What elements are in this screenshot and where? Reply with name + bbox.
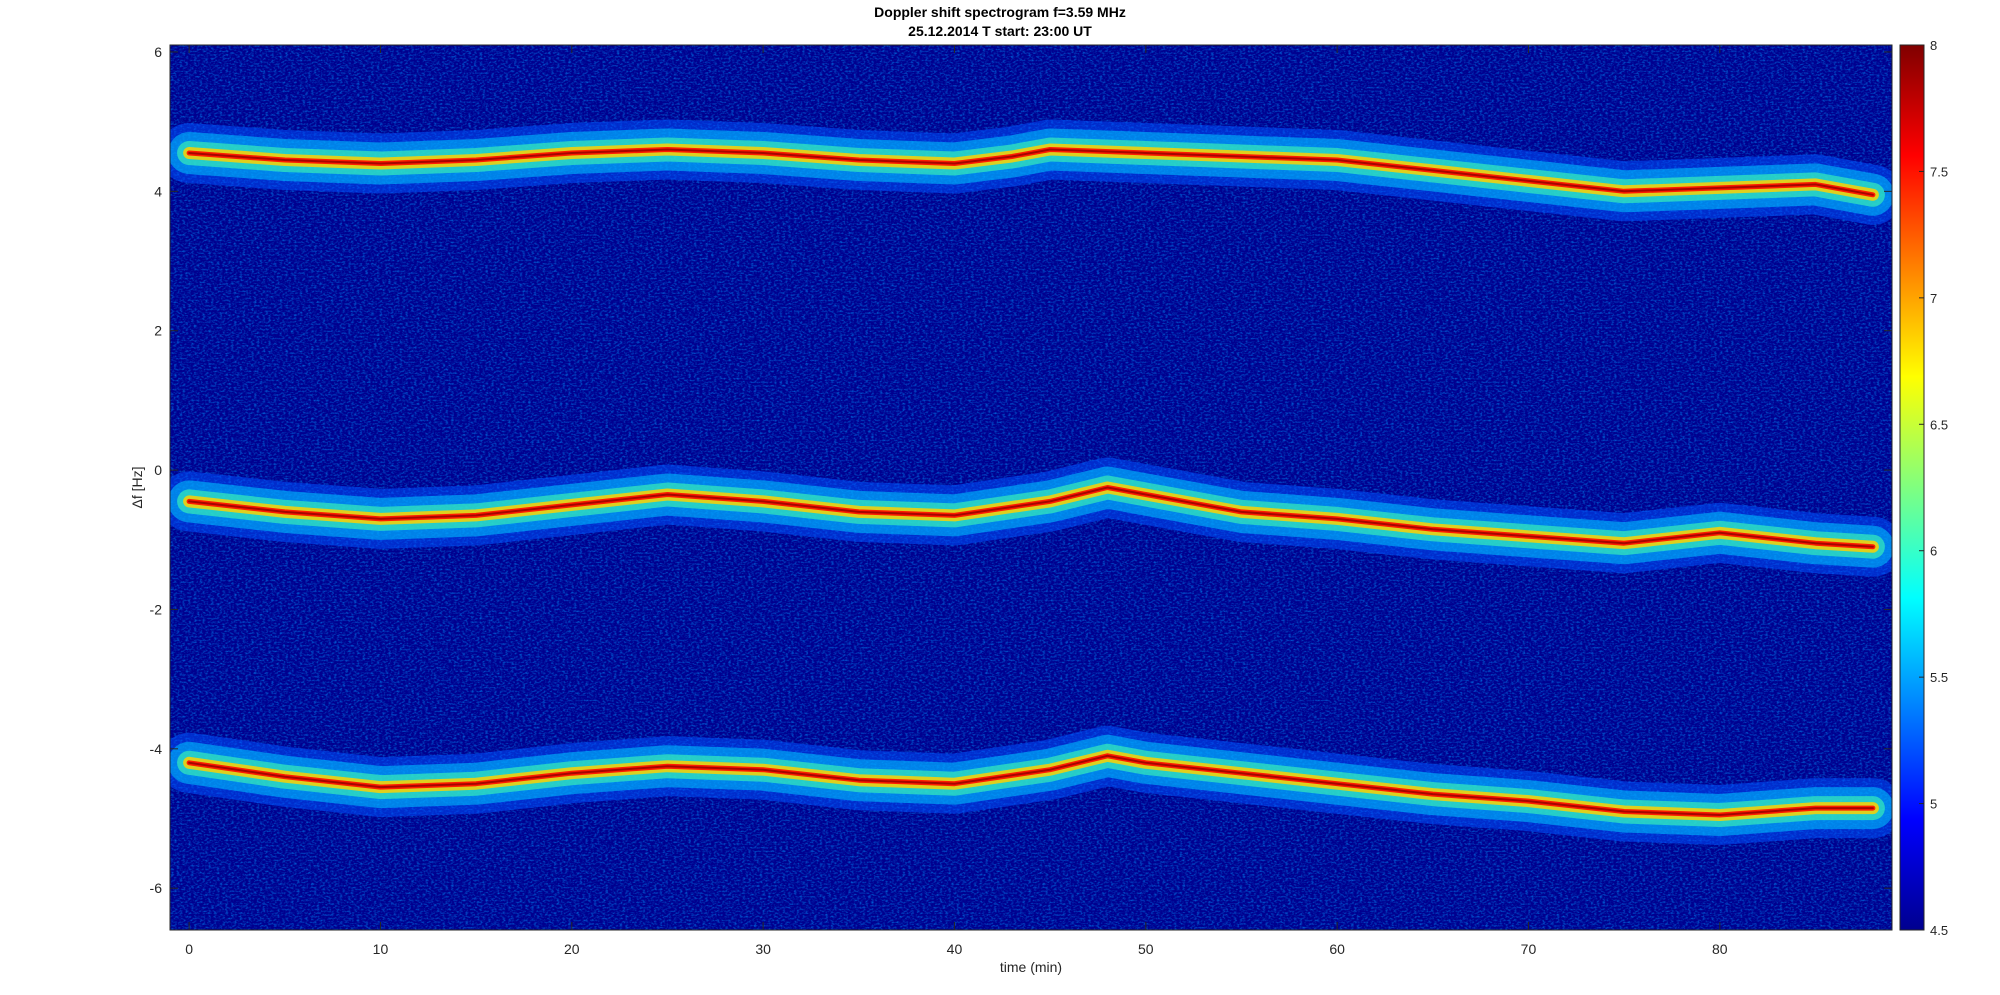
chart-subtitle: 25.12.2014 T start: 23:00 UT (908, 23, 1092, 39)
y-axis-label: Δf [Hz] (129, 466, 145, 508)
y-tick-label: -4 (150, 741, 163, 757)
x-tick-label: 50 (1138, 941, 1154, 957)
colorbar-tick-label: 5.5 (1930, 670, 1948, 685)
x-tick-label: 30 (755, 941, 771, 957)
y-tick-label: 4 (154, 183, 162, 199)
x-tick-label: 0 (185, 941, 193, 957)
colorbar-tick-label: 5 (1930, 797, 1937, 812)
y-tick-label: -2 (150, 601, 163, 617)
x-tick-label: 60 (1329, 941, 1345, 957)
y-tick-label: 0 (154, 462, 162, 478)
colorbar-tick-label: 4.5 (1930, 923, 1948, 938)
y-tick-label: -6 (150, 880, 163, 896)
colorbar-tick-label: 6.5 (1930, 417, 1948, 432)
colorbar-tick-label: 8 (1930, 38, 1937, 53)
colorbar: 8 7.5 7 6.5 6 5.5 5 4.5 (1899, 38, 1948, 938)
band-trace-1-layer-6 (188, 148, 1874, 196)
band-trace-2-layer-6 (188, 486, 1874, 548)
colorbar-tick-label: 6 (1930, 544, 1937, 559)
band-trace-3-layer-6 (188, 754, 1874, 816)
colorbar-tick-label: 7 (1930, 291, 1937, 306)
colorbar-ticks: 8 7.5 7 6.5 6 5.5 5 4.5 (1919, 38, 1948, 938)
colorbar-tick-label: 7.5 (1930, 164, 1948, 179)
x-tick-label: 10 (373, 941, 389, 957)
colorbar-gradient (1899, 44, 1925, 931)
y-axis: 6 4 2 0 -2 -4 -6 (150, 44, 1892, 896)
spectral-bands (170, 119, 1892, 845)
plot-frame (169, 44, 1893, 931)
x-tick-label: 40 (947, 941, 963, 957)
x-axis-label: time (min) (1000, 959, 1062, 975)
band-trace-2 (170, 457, 1892, 577)
x-axis: 0 10 20 30 40 50 60 70 80 (185, 45, 1728, 957)
band-trace-1 (170, 119, 1892, 225)
chart-title: Doppler shift spectrogram f=3.59 MHz (874, 4, 1126, 20)
x-tick-label: 20 (564, 941, 580, 957)
y-tick-label: 2 (154, 323, 162, 339)
x-tick-label: 80 (1712, 941, 1728, 957)
y-tick-label: 6 (154, 44, 162, 60)
band-trace-3 (170, 725, 1892, 845)
x-tick-label: 70 (1521, 941, 1537, 957)
